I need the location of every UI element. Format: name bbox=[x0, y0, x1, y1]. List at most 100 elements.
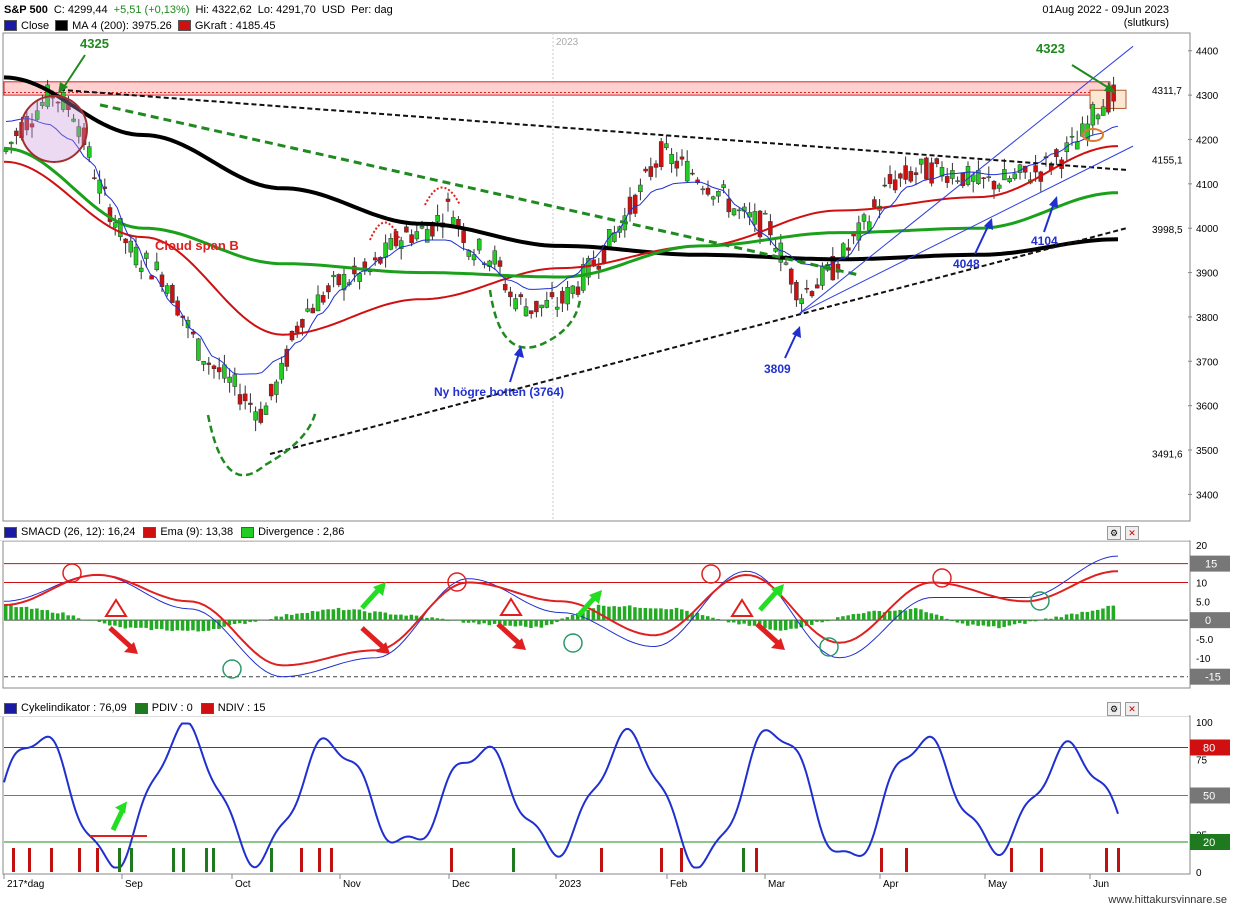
divergence-bar bbox=[295, 613, 299, 621]
divergence-bar bbox=[1049, 618, 1053, 621]
cycle-badge bbox=[1190, 834, 1230, 850]
uptrend-line bbox=[269, 226, 1129, 455]
candle bbox=[986, 176, 992, 178]
candle bbox=[305, 308, 310, 312]
divergence-bar bbox=[669, 609, 674, 621]
candle bbox=[648, 166, 654, 177]
divergence-bar bbox=[472, 620, 476, 623]
divergence-bar bbox=[66, 615, 70, 621]
price-label: 4155,1 bbox=[1152, 155, 1183, 166]
settings-icon[interactable]: ⚙ bbox=[1107, 526, 1121, 540]
candle bbox=[294, 325, 300, 333]
divergence-bar bbox=[310, 611, 315, 621]
ndiv-bar bbox=[880, 848, 883, 872]
divergence-bar bbox=[336, 607, 341, 621]
divergence-bar bbox=[440, 618, 445, 621]
hi-value: Hi: 4322,62 bbox=[195, 3, 252, 16]
candle bbox=[804, 288, 810, 290]
candle bbox=[492, 250, 498, 265]
label-4104: 4104 bbox=[1031, 234, 1058, 248]
signal-circle-red bbox=[62, 563, 82, 583]
candle bbox=[164, 285, 170, 294]
ndiv-bar bbox=[755, 848, 758, 872]
candle bbox=[211, 365, 217, 369]
candle bbox=[86, 146, 92, 158]
price-label: 3491,6 bbox=[1152, 450, 1183, 461]
divergence-bar bbox=[102, 620, 107, 624]
candle bbox=[596, 265, 602, 270]
divergence-bar bbox=[685, 610, 689, 621]
smacd-badge-text: 0 bbox=[1205, 615, 1211, 627]
divergence-bar bbox=[61, 612, 65, 621]
candle bbox=[1017, 164, 1023, 173]
divergence-bar bbox=[643, 607, 648, 621]
arrow-4325 bbox=[61, 54, 86, 91]
candle bbox=[97, 179, 102, 194]
candle bbox=[14, 130, 19, 136]
settings-icon-2[interactable]: ⚙ bbox=[1107, 702, 1121, 716]
divergence-bar bbox=[737, 620, 741, 625]
divergence-bar bbox=[97, 620, 102, 622]
cycle-title: Cykelindikator : 76,09 PDIV : 0 NDIV : 1… bbox=[0, 700, 1189, 717]
candle bbox=[710, 196, 716, 200]
ndiv-bar bbox=[28, 848, 31, 872]
ndiv-bar bbox=[680, 848, 683, 872]
divergence-bar bbox=[882, 612, 887, 621]
divergence-bar bbox=[794, 620, 798, 629]
divergence-bar bbox=[706, 616, 710, 621]
divergence-bar bbox=[139, 620, 143, 628]
smacd-line bbox=[3, 555, 1119, 678]
candle bbox=[263, 405, 269, 415]
divergence-bar bbox=[960, 620, 965, 624]
y-tick-label: 3700 bbox=[1196, 357, 1219, 368]
candle bbox=[981, 177, 986, 179]
divergence-bar bbox=[212, 620, 216, 630]
divergence-bar bbox=[446, 620, 450, 621]
candle bbox=[404, 226, 409, 233]
divergence-bar bbox=[1101, 608, 1105, 621]
divergence-bar bbox=[914, 608, 918, 621]
candle bbox=[929, 162, 934, 184]
candle bbox=[144, 252, 149, 259]
header-row-1: S&P 500 C: 4299,44 +5,51 (+0,13%) Hi: 43… bbox=[4, 2, 399, 17]
divergence-bar bbox=[638, 607, 642, 621]
candle bbox=[419, 226, 425, 229]
candle bbox=[242, 393, 248, 402]
y-tick-label: 4300 bbox=[1196, 91, 1219, 102]
divergence-bar bbox=[586, 609, 590, 621]
divergence-bar bbox=[591, 608, 596, 621]
divergence-bar bbox=[992, 620, 996, 627]
divergence-bar bbox=[622, 606, 627, 621]
divergence-bar bbox=[752, 620, 757, 626]
candle bbox=[580, 264, 586, 291]
close-icon-2[interactable]: ✕ bbox=[1125, 702, 1139, 716]
candle bbox=[279, 362, 284, 380]
candle bbox=[690, 172, 695, 175]
divergence-bar bbox=[466, 620, 471, 623]
divergence-bar bbox=[602, 605, 606, 621]
year-label: 2023 bbox=[556, 37, 579, 48]
divergence-bar bbox=[435, 618, 440, 621]
candle bbox=[513, 298, 518, 310]
divergence-bar bbox=[373, 611, 377, 621]
candle bbox=[445, 198, 451, 202]
divergence-bar bbox=[628, 605, 632, 621]
candle bbox=[398, 240, 404, 249]
divergence-bar bbox=[414, 615, 419, 621]
divergence-bar bbox=[768, 620, 772, 630]
pdiv-bar bbox=[512, 848, 515, 872]
divergence-bar bbox=[128, 620, 133, 628]
y-tick-label: 3500 bbox=[1196, 446, 1219, 457]
pdiv-legend: PDIV : 0 bbox=[151, 702, 193, 714]
divergence-bar bbox=[368, 612, 372, 621]
downtrend-line bbox=[59, 88, 1129, 172]
candle bbox=[24, 116, 30, 131]
divergence-bar bbox=[581, 612, 585, 621]
divergence-bar bbox=[763, 620, 767, 629]
divergence-bar bbox=[1028, 620, 1032, 622]
pdiv-bar bbox=[172, 848, 175, 872]
divergence-bar bbox=[997, 620, 1001, 629]
candle bbox=[840, 243, 846, 258]
divergence-bar bbox=[56, 613, 60, 621]
close-icon[interactable]: ✕ bbox=[1125, 526, 1139, 540]
